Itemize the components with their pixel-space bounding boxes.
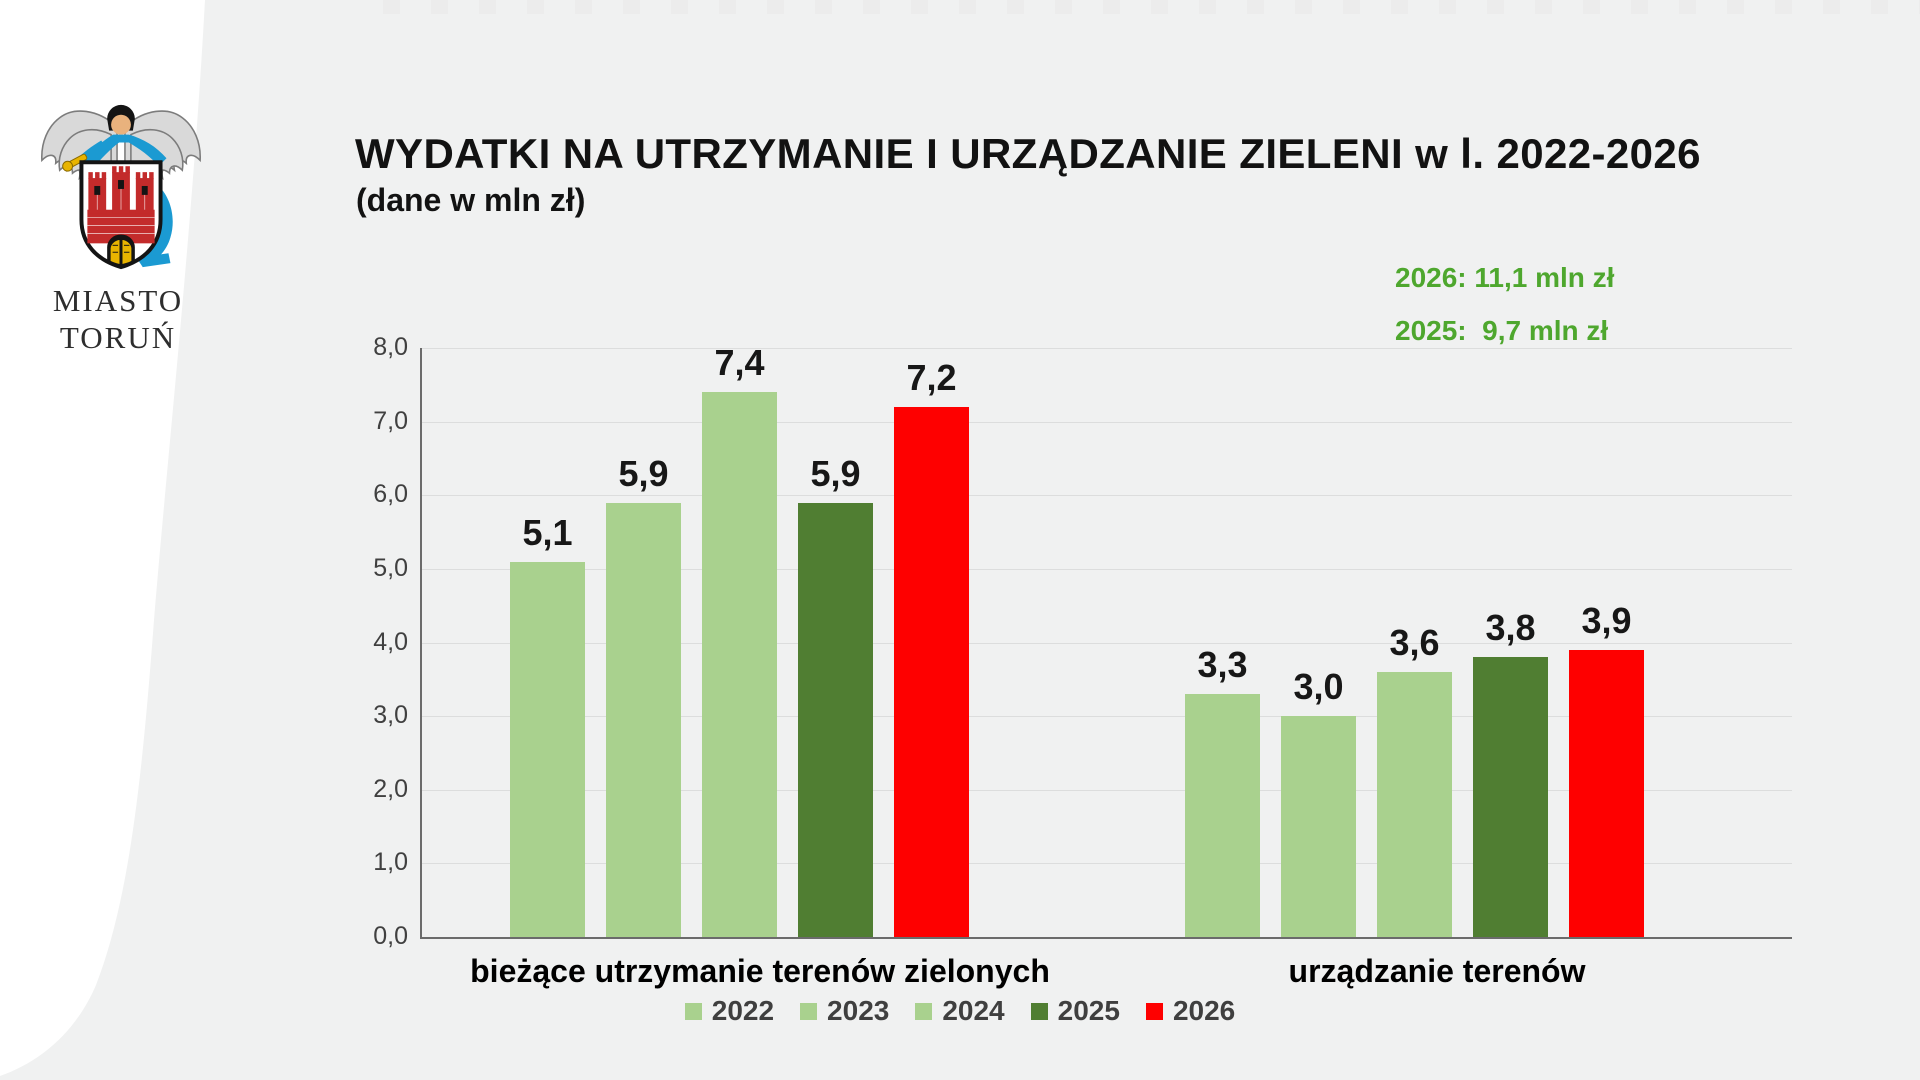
org-name: MIASTO TORUŃ [18,282,218,356]
bar-value-2025-group1: 5,9 [810,452,861,494]
bar-value-2023-group2: 3,0 [1293,666,1344,708]
bar-value-2022-group2: 3,3 [1197,644,1248,686]
legend-label-2022: 2022 [711,995,775,1026]
ytick-4,0: 4,0 [373,627,408,656]
legend-item-2022: 2022 [684,995,775,1027]
legend-swatch-2025 [1030,1002,1048,1020]
filmstrip-artifact [383,0,1920,14]
category-label-2: urządzanie terenów [1288,953,1586,989]
bar-value-2023-group1: 5,9 [618,452,669,494]
bar-2022-group2 [1185,694,1260,937]
gridline-5 [422,568,1792,570]
bar-chart-plot-area: 5,1 5,9 7,4 5,9 7,2 3,3 3,0 3,6 3,8 3,9 [420,342,1792,939]
chart-title: WYDATKI NA UTRZYMANIE I URZĄDZANIE ZIELE… [355,130,1701,177]
bar-value-2024-group2: 3,6 [1389,621,1440,663]
bar-value-2022-group1: 5,1 [522,511,573,553]
torun-coat-of-arms-icon [41,104,201,270]
bar-2026-group1 [894,406,969,937]
bar-value-2024-group1: 7,4 [714,342,765,384]
ytick-7,0: 7,0 [373,406,408,435]
legend-swatch-2024 [915,1002,933,1020]
gridline-4 [422,642,1792,644]
org-name-line2: TORUŃ [59,320,177,355]
org-name-line1: MIASTO [52,283,184,318]
bar-2022-group1 [510,561,585,937]
legend-label-2023: 2023 [827,995,890,1026]
bar-2025-group1 [798,502,873,937]
gridline-1 [422,863,1792,865]
legend-item-2025: 2025 [1030,995,1120,1027]
bar-2025-group2 [1473,657,1548,937]
chart-subtitle: (dane w mln zł) [356,182,586,218]
bar-2024-group1 [702,392,777,937]
category-label-1: bieżące utrzymanie terenów zielonych [470,953,1050,989]
gridline-8 [422,348,1792,349]
gridline-3 [422,716,1792,718]
ytick-1,0: 1,0 [373,848,408,877]
bar-2024-group2 [1377,671,1452,937]
gridline-6 [422,495,1792,497]
bar-2023-group2 [1281,716,1356,937]
bar-value-2026-group1: 7,2 [906,356,957,398]
bar-2023-group1 [606,502,681,937]
gridline-2 [422,789,1792,791]
legend-label-2024: 2024 [942,995,1005,1026]
ytick-8,0: 8,0 [373,333,408,361]
bar-value-2026-group2: 3,9 [1581,599,1632,641]
legend-swatch-2023 [800,1002,818,1020]
ytick-0,0: 0,0 [373,922,408,950]
ytick-6,0: 6,0 [373,480,408,509]
legend-swatch-2026 [1145,1002,1163,1020]
legend-label-2025: 2025 [1057,995,1120,1026]
gridline-7 [422,421,1792,423]
legend-swatch-2022 [684,1002,702,1020]
annotation-2026-total: 2026: 11,1 mln zł [1395,262,1615,293]
curved-panel-shape [0,0,205,1076]
annotation-2025-total: 2025: 9,7 mln zł [1395,315,1609,346]
ytick-5,0: 5,0 [373,553,408,582]
ytick-2,0: 2,0 [373,774,408,803]
legend-label-2026: 2026 [1172,995,1236,1026]
legend-item-2023: 2023 [800,995,889,1027]
ytick-3,0: 3,0 [373,701,408,730]
legend-item-2026: 2026 [1145,995,1236,1027]
bar-2026-group2 [1569,649,1644,937]
chart-legend: 2022 2023 2024 2025 2026 [0,995,1920,1027]
bar-value-2025-group2: 3,8 [1485,607,1536,649]
left-white-panel [0,0,420,1080]
legend-item-2024: 2024 [915,995,1005,1027]
